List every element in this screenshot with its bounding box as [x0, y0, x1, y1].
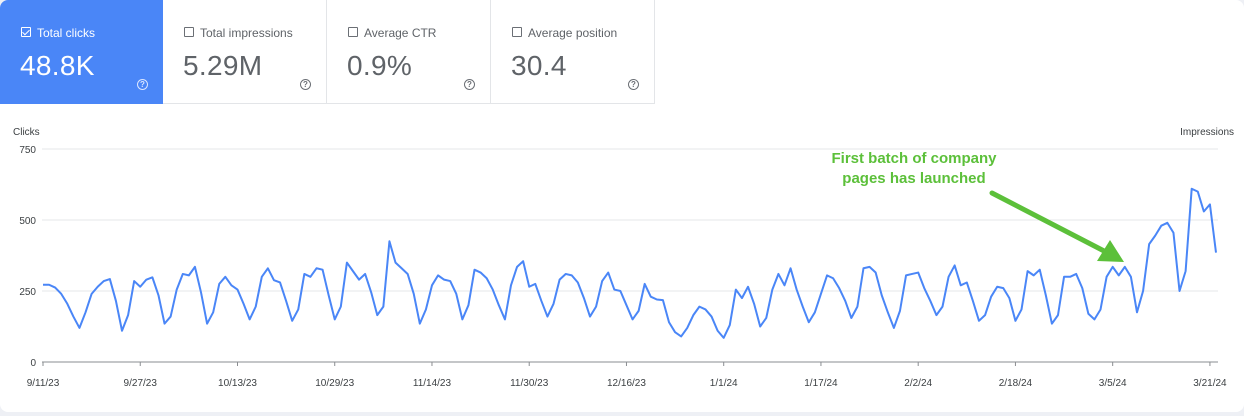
- x-tick-label: 2/18/24: [999, 378, 1033, 389]
- metric-label: Average CTR: [364, 26, 437, 40]
- help-icon[interactable]: ?: [137, 79, 148, 90]
- help-icon[interactable]: ?: [300, 79, 311, 90]
- y-tick-label: 500: [19, 216, 36, 227]
- y-tick-label: 0: [30, 358, 36, 369]
- x-tick-label: 10/29/23: [315, 378, 354, 389]
- metric-value: 48.8K: [20, 50, 95, 81]
- help-icon[interactable]: ?: [628, 79, 639, 90]
- launch-annotation: First batch of company pages has launche…: [800, 149, 1028, 189]
- metric-card-average-position[interactable]: Average position 30.4 ?: [491, 0, 655, 104]
- metric-label: Total clicks: [37, 26, 96, 40]
- annotation-line-1: First batch of company: [831, 150, 997, 167]
- help-icon[interactable]: ?: [464, 79, 475, 90]
- x-tick-label: 1/17/24: [804, 378, 838, 389]
- metric-value: 0.9%: [347, 50, 413, 81]
- x-tick-label: 10/13/23: [218, 378, 257, 389]
- metric-card-average-ctr[interactable]: Average CTR 0.9% ?: [327, 0, 491, 104]
- checkbox-icon[interactable]: [184, 27, 194, 37]
- metric-cards: Total clicks 48.8K ? Total impressions 5…: [0, 0, 655, 104]
- metric-value: 5.29M: [183, 50, 263, 81]
- y2-axis-title: Impressions: [1180, 127, 1234, 138]
- annotation-arrow-head: [1097, 240, 1124, 262]
- x-tick-label: 12/16/23: [607, 378, 646, 389]
- checkbox-icon[interactable]: [348, 27, 358, 37]
- annotation-arrow-shaft: [989, 190, 1109, 255]
- y-axis-title: Clicks: [13, 127, 40, 138]
- x-tick-label: 1/1/24: [710, 378, 738, 389]
- checkbox-icon[interactable]: [512, 27, 522, 37]
- clicks-series-line: [43, 187, 1217, 339]
- x-tick-label: 9/27/23: [124, 378, 158, 389]
- checkbox-checked-icon[interactable]: [21, 27, 31, 37]
- metric-label: Average position: [528, 26, 618, 40]
- x-tick-label: 9/11/23: [27, 378, 60, 389]
- y-tick-label: 250: [19, 287, 36, 298]
- metric-value: 30.4: [511, 50, 567, 81]
- metric-card-total-clicks[interactable]: Total clicks 48.8K ?: [0, 0, 163, 104]
- x-tick-label: 3/21/24: [1193, 378, 1227, 389]
- x-tick-label: 11/14/23: [413, 378, 452, 389]
- metric-card-total-impressions[interactable]: Total impressions 5.29M ?: [163, 0, 327, 104]
- annotation-line-2: pages has launched: [842, 170, 986, 187]
- x-tick-label: 2/2/24: [904, 378, 932, 389]
- metric-label: Total impressions: [200, 26, 293, 40]
- y-tick-label: 750: [19, 145, 36, 156]
- x-tick-label: 3/5/24: [1099, 378, 1127, 389]
- x-tick-label: 11/30/23: [510, 378, 549, 389]
